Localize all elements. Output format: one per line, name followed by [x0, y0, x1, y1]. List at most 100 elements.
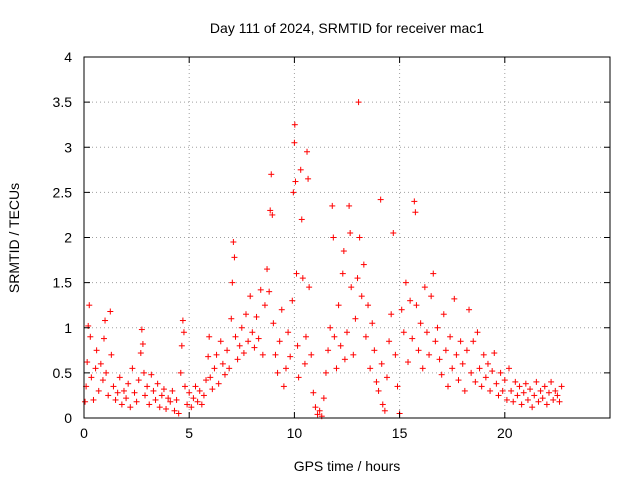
data-point [451, 295, 458, 302]
data-point [466, 306, 473, 313]
y-tick-label: 0.5 [53, 365, 73, 381]
data-point [415, 347, 422, 354]
data-point [331, 333, 338, 340]
data-point [251, 344, 258, 351]
data-point [127, 404, 134, 411]
data-point [302, 333, 309, 340]
data-point [173, 396, 180, 403]
data-point [181, 383, 188, 390]
data-point [186, 389, 193, 396]
data-point [196, 387, 203, 394]
x-tick-label: 0 [80, 425, 88, 441]
y-tick-label: 2 [64, 230, 72, 246]
data-point [291, 139, 298, 146]
data-point [209, 386, 216, 393]
data-point [205, 353, 212, 360]
data-point [489, 368, 496, 375]
data-point [261, 302, 268, 309]
data-point [524, 396, 531, 403]
data-point [438, 371, 445, 378]
data-point [125, 380, 132, 387]
data-point [347, 229, 354, 236]
data-point [224, 347, 231, 354]
data-point [543, 401, 550, 408]
data-point [381, 407, 388, 414]
y-tick-label: 3 [64, 139, 72, 155]
data-point [365, 302, 372, 309]
data-point [308, 351, 315, 358]
data-point [327, 324, 334, 331]
data-point [533, 378, 540, 385]
data-point [219, 360, 226, 367]
data-point [386, 338, 393, 345]
data-point [232, 333, 239, 340]
data-point [171, 407, 178, 414]
data-point [84, 359, 91, 366]
data-point [472, 378, 479, 385]
data-point [367, 365, 374, 372]
data-point [292, 178, 299, 185]
x-tick-label: 10 [287, 425, 303, 441]
data-point [335, 302, 342, 309]
data-point [294, 342, 301, 349]
data-point [306, 284, 313, 291]
data-point [184, 401, 191, 408]
data-point [339, 270, 346, 277]
data-point [344, 329, 350, 336]
data-point [304, 148, 311, 155]
data-point [285, 329, 292, 336]
data-point [503, 396, 510, 403]
data-point [142, 392, 149, 399]
data-point [428, 293, 435, 300]
data-point [512, 378, 519, 385]
x-tick-label: 15 [392, 425, 408, 441]
data-point [520, 389, 527, 396]
data-point [508, 387, 515, 394]
data-point [531, 392, 538, 399]
data-point [259, 351, 266, 358]
data-point [100, 335, 107, 342]
data-point [470, 338, 477, 345]
data-point [287, 353, 294, 360]
data-point [491, 350, 498, 357]
data-point [82, 398, 89, 405]
data-point [369, 320, 376, 327]
data-point [207, 374, 214, 381]
data-point [355, 99, 362, 106]
data-point [405, 359, 412, 366]
data-point [316, 407, 323, 414]
data-point [112, 396, 119, 403]
data-point [510, 398, 517, 405]
data-point [118, 401, 125, 408]
data-point [270, 320, 277, 327]
data-point [383, 374, 390, 381]
data-point [468, 369, 475, 376]
data-point [434, 324, 441, 331]
data-point [423, 329, 430, 336]
data-point [340, 248, 347, 255]
data-point [138, 326, 145, 333]
data-point [249, 329, 256, 336]
data-point [320, 395, 327, 402]
data-point [493, 380, 500, 387]
data-point [92, 365, 99, 372]
y-tick-label: 4 [64, 49, 72, 65]
y-tick-label: 2.5 [53, 184, 73, 200]
data-point [137, 350, 144, 357]
data-point [169, 387, 176, 394]
data-point [178, 342, 185, 349]
data-point [333, 365, 340, 372]
data-point [419, 365, 426, 372]
data-point [293, 270, 300, 277]
data-point [377, 196, 384, 203]
data-point [280, 383, 287, 390]
data-point [518, 401, 525, 408]
data-point [400, 329, 407, 336]
data-point [516, 383, 523, 390]
data-point [457, 338, 464, 345]
data-point [108, 351, 115, 358]
data-point [522, 380, 529, 387]
data-point [541, 383, 548, 390]
data-point [238, 324, 245, 331]
